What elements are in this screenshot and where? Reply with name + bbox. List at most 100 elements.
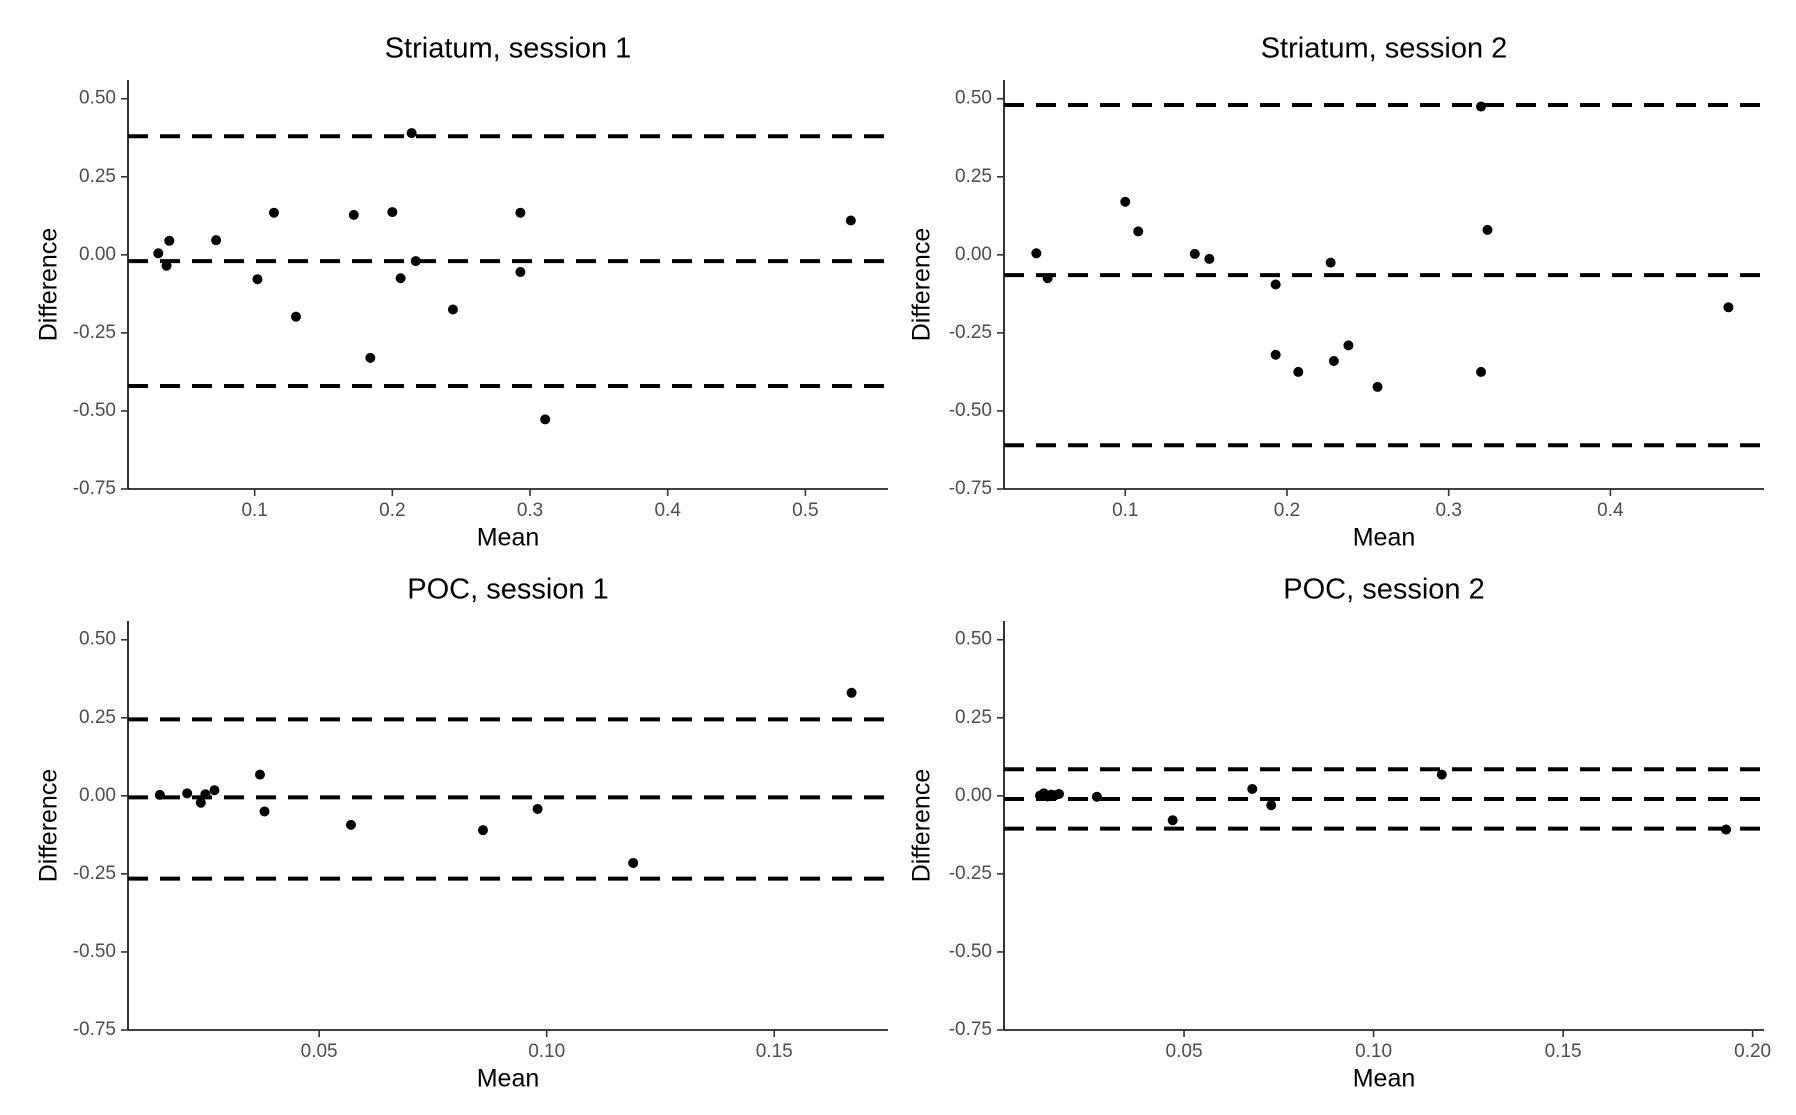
data-point	[290, 311, 301, 322]
data-point	[254, 769, 265, 780]
y-tick-label: -0.75	[73, 478, 116, 499]
data-point	[252, 274, 263, 285]
data-point	[268, 207, 279, 218]
data-point	[1053, 788, 1064, 799]
data-point	[395, 273, 406, 284]
data-point	[1723, 302, 1734, 313]
y-tick-label: -0.25	[949, 322, 992, 343]
data-point	[540, 414, 551, 425]
data-point	[153, 248, 164, 259]
data-point	[1293, 366, 1304, 377]
y-axis-title: Difference	[908, 228, 936, 342]
data-point	[406, 128, 417, 139]
data-point	[1436, 769, 1447, 780]
y-tick-label: -0.25	[949, 863, 992, 884]
data-point	[1372, 381, 1383, 392]
data-point	[387, 207, 398, 218]
y-tick-label: 0.25	[79, 707, 116, 728]
x-tick-label: 0.4	[654, 500, 681, 521]
y-tick-label: -0.25	[73, 322, 116, 343]
x-tick-label: 0.05	[301, 1041, 338, 1062]
y-tick-label: 0.50	[955, 88, 992, 109]
x-tick-label: 0.5	[792, 500, 818, 521]
panel-1: Striatum, session 1 0.50 0.25 0.00 -0.25 -0.5…	[35, 33, 888, 552]
y-tick-label: -0.50	[949, 400, 992, 421]
y-tick-label: 0.00	[955, 785, 992, 806]
x-tick-label: 0.2	[379, 500, 405, 521]
x-tick-label: 0.15	[756, 1041, 793, 1062]
data-point	[515, 267, 526, 278]
data-point	[1189, 248, 1200, 259]
data-point	[209, 785, 220, 796]
data-point	[1270, 279, 1281, 290]
y-tick-label: -0.50	[949, 941, 992, 962]
data-point	[164, 235, 175, 246]
y-tick-label: -0.75	[73, 1019, 116, 1040]
panel-title: POC, session 1	[407, 574, 608, 606]
data-point	[846, 687, 857, 698]
data-point	[161, 260, 172, 271]
panel-title: POC, session 2	[1283, 574, 1484, 606]
y-tick-label: 0.25	[79, 166, 116, 187]
data-point	[1476, 101, 1487, 112]
data-point	[845, 215, 856, 226]
y-tick-label: -0.25	[73, 863, 116, 884]
data-point	[154, 789, 165, 800]
data-point	[1476, 366, 1487, 377]
data-point	[410, 256, 421, 267]
x-tick-label: 0.1	[241, 500, 267, 521]
data-point	[211, 235, 222, 246]
panel-2: Striatum, session 2 0.50 0.25 0.00 -0.25 -0.5…	[908, 33, 1764, 552]
data-point	[1167, 815, 1178, 826]
y-tick-label: 0.00	[79, 785, 116, 806]
data-point	[1328, 355, 1339, 366]
data-point	[1042, 273, 1053, 284]
x-axis-title: Mean	[477, 524, 540, 552]
y-tick-label: -0.75	[949, 1019, 992, 1040]
data-point	[628, 857, 639, 868]
data-point	[515, 207, 526, 218]
data-point	[1133, 226, 1144, 237]
x-tick-label: 0.10	[528, 1041, 565, 1062]
data-point	[447, 304, 458, 315]
data-point	[1204, 253, 1215, 264]
data-point	[1091, 791, 1102, 802]
y-axis-title: Difference	[35, 769, 63, 883]
data-point	[1270, 349, 1281, 360]
data-point	[1721, 824, 1732, 835]
x-tick-label: 0.20	[1734, 1041, 1771, 1062]
data-point	[365, 352, 376, 363]
panel-title: Striatum, session 1	[385, 33, 632, 65]
y-tick-label: 0.50	[79, 629, 116, 650]
y-axis-title: Difference	[908, 769, 936, 883]
panel-3: POC, session 1 0.50 0.25 0.00 -0.25 -0.50 -0.7…	[35, 574, 888, 1093]
y-tick-label: 0.00	[955, 244, 992, 265]
data-point	[200, 789, 211, 800]
panel-title: Striatum, session 2	[1261, 33, 1508, 65]
x-tick-label: 0.10	[1355, 1041, 1392, 1062]
data-point	[1343, 340, 1354, 351]
y-tick-label: 0.00	[79, 244, 116, 265]
y-axis-title: Difference	[35, 228, 63, 342]
x-tick-label: 0.2	[1274, 500, 1300, 521]
x-tick-label: 0.15	[1545, 1041, 1582, 1062]
x-tick-label: 0.1	[1112, 500, 1138, 521]
x-axis-title: Mean	[1353, 1065, 1416, 1093]
x-tick-label: 0.05	[1166, 1041, 1203, 1062]
data-point	[1120, 196, 1131, 207]
y-tick-label: 0.25	[955, 166, 992, 187]
y-tick-label: 0.50	[955, 629, 992, 650]
panel-4: POC, session 2 0.50 0.25 0.00 -0.25 -0.50 -0.7…	[908, 574, 1772, 1093]
x-tick-label: 0.3	[1435, 500, 1461, 521]
y-tick-label: 0.50	[79, 88, 116, 109]
x-tick-label: 0.4	[1597, 500, 1624, 521]
y-tick-label: -0.50	[73, 400, 116, 421]
data-point	[345, 819, 356, 830]
data-point	[1325, 257, 1336, 268]
data-point	[532, 803, 543, 814]
x-axis-title: Mean	[1353, 524, 1416, 552]
data-point	[348, 209, 359, 220]
y-tick-label: -0.75	[949, 478, 992, 499]
